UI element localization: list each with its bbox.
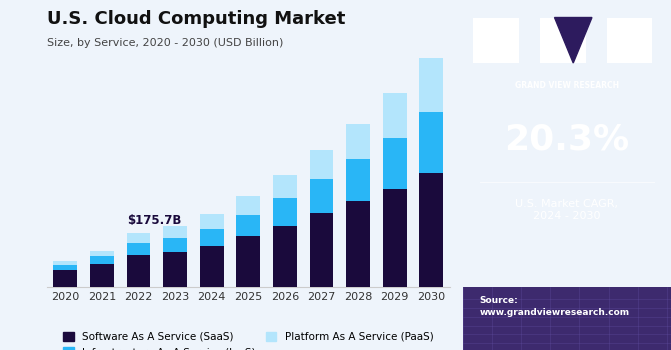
Bar: [419, 173, 443, 287]
Bar: [236, 215, 260, 236]
Text: U.S. Cloud Computing Market: U.S. Cloud Computing Market: [47, 10, 346, 28]
Bar: [54, 261, 77, 265]
Text: 20.3%: 20.3%: [505, 123, 629, 157]
Bar: [346, 160, 370, 201]
FancyBboxPatch shape: [463, 287, 671, 350]
Text: $175.7B: $175.7B: [127, 214, 182, 227]
Bar: [309, 150, 333, 180]
Bar: [273, 225, 297, 287]
Bar: [54, 265, 77, 270]
Bar: [127, 243, 150, 255]
Bar: [419, 112, 443, 173]
FancyBboxPatch shape: [474, 18, 519, 63]
Bar: [163, 238, 187, 252]
Polygon shape: [554, 18, 592, 63]
Bar: [346, 201, 370, 287]
Bar: [90, 256, 114, 264]
Bar: [90, 264, 114, 287]
Bar: [236, 196, 260, 215]
Bar: [200, 245, 223, 287]
Legend: Software As A Service (SaaS), Infrastructure As A Service (IaaS), Platform As A : Software As A Service (SaaS), Infrastruc…: [63, 332, 433, 350]
Text: U.S. Market CAGR,
2024 - 2030: U.S. Market CAGR, 2024 - 2030: [515, 199, 619, 221]
Bar: [419, 58, 443, 112]
Text: Size, by Service, 2020 - 2030 (USD Billion): Size, by Service, 2020 - 2030 (USD Billi…: [47, 38, 283, 49]
Bar: [163, 252, 187, 287]
Bar: [346, 124, 370, 160]
Text: GRAND VIEW RESEARCH: GRAND VIEW RESEARCH: [515, 80, 619, 90]
Bar: [127, 255, 150, 287]
Bar: [309, 180, 333, 213]
Bar: [127, 233, 150, 243]
Bar: [200, 214, 223, 229]
FancyBboxPatch shape: [540, 18, 586, 63]
Bar: [382, 138, 407, 189]
Text: Source:
www.grandviewresearch.com: Source: www.grandviewresearch.com: [480, 296, 630, 317]
Bar: [90, 251, 114, 256]
Bar: [382, 93, 407, 138]
Bar: [200, 229, 223, 245]
Bar: [309, 213, 333, 287]
Bar: [382, 189, 407, 287]
Bar: [273, 175, 297, 198]
Bar: [236, 236, 260, 287]
Bar: [273, 198, 297, 225]
Bar: [163, 226, 187, 238]
Bar: [54, 270, 77, 287]
FancyBboxPatch shape: [607, 18, 652, 63]
